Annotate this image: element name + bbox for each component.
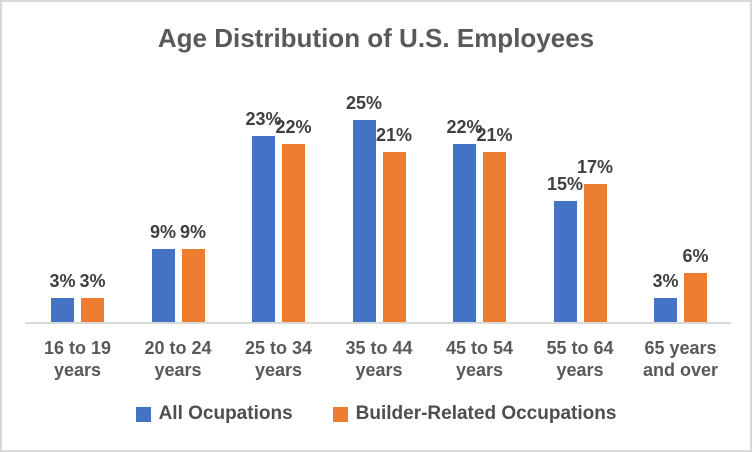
x-axis-line bbox=[25, 322, 731, 324]
axis-category-label: 25 to 34 years bbox=[244, 338, 313, 380]
legend: All Ocupations Builder-Related Occupation… bbox=[2, 403, 750, 425]
legend-item-all-ocupations: All Ocupations bbox=[135, 403, 293, 425]
data-label-builder-related-occupations: 21% bbox=[375, 125, 413, 145]
bar-all-ocupations bbox=[654, 298, 677, 322]
axis-category-label: 16 to 19 years bbox=[43, 338, 112, 380]
bar-all-ocupations bbox=[252, 136, 275, 322]
legend-color-swatch-icon bbox=[332, 406, 348, 422]
bar-all-ocupations bbox=[553, 201, 577, 322]
data-label-all-ocupations: 3% bbox=[652, 271, 679, 291]
data-label-builder-related-occupations: 6% bbox=[682, 246, 709, 266]
axis-category-label: 45 to 54 years bbox=[445, 338, 514, 380]
bar-builder-related-occupations bbox=[684, 273, 707, 322]
bar-builder-related-occupations bbox=[282, 144, 305, 322]
bar-builder-related-occupations bbox=[382, 152, 406, 322]
data-label-builder-related-occupations: 17% bbox=[576, 157, 614, 177]
bar-builder-related-occupations bbox=[81, 298, 104, 322]
axis-category-label: 65 years and over bbox=[642, 338, 719, 380]
data-label-all-ocupations: 9% bbox=[149, 222, 176, 242]
data-label-all-ocupations: 23% bbox=[245, 109, 282, 129]
data-label-all-ocupations: 3% bbox=[49, 271, 76, 291]
legend-label: All Ocupations bbox=[158, 403, 293, 424]
chart-title: Age Distribution of U.S. Employees bbox=[157, 23, 595, 53]
bar-all-ocupations bbox=[151, 249, 175, 322]
axis-category-label: 35 to 44 years bbox=[345, 338, 413, 380]
data-label-builder-related-occupations: 22% bbox=[275, 117, 312, 137]
bar-builder-related-occupations bbox=[181, 249, 205, 322]
data-label-all-ocupations: 25% bbox=[345, 93, 383, 113]
data-label-all-ocupations: 22% bbox=[446, 117, 483, 137]
bar-builder-related-occupations bbox=[483, 152, 506, 322]
bar-all-ocupations bbox=[352, 120, 376, 322]
data-label-builder-related-occupations: 9% bbox=[179, 222, 206, 242]
legend-label: Builder-Related Occupations bbox=[355, 403, 617, 424]
data-label-builder-related-occupations: 3% bbox=[79, 271, 106, 291]
data-label-builder-related-occupations: 21% bbox=[476, 125, 513, 145]
axis-category-label: 20 to 24 years bbox=[144, 338, 212, 380]
bar-all-ocupations bbox=[453, 144, 476, 322]
legend-color-swatch-icon bbox=[135, 406, 151, 422]
data-label-all-ocupations: 15% bbox=[546, 174, 584, 194]
legend-item-builder-related-occupations: Builder-Related Occupations bbox=[332, 403, 617, 425]
bar-all-ocupations bbox=[51, 298, 74, 322]
bar-builder-related-occupations bbox=[583, 184, 607, 322]
axis-category-label: 55 to 64 years bbox=[546, 338, 614, 380]
